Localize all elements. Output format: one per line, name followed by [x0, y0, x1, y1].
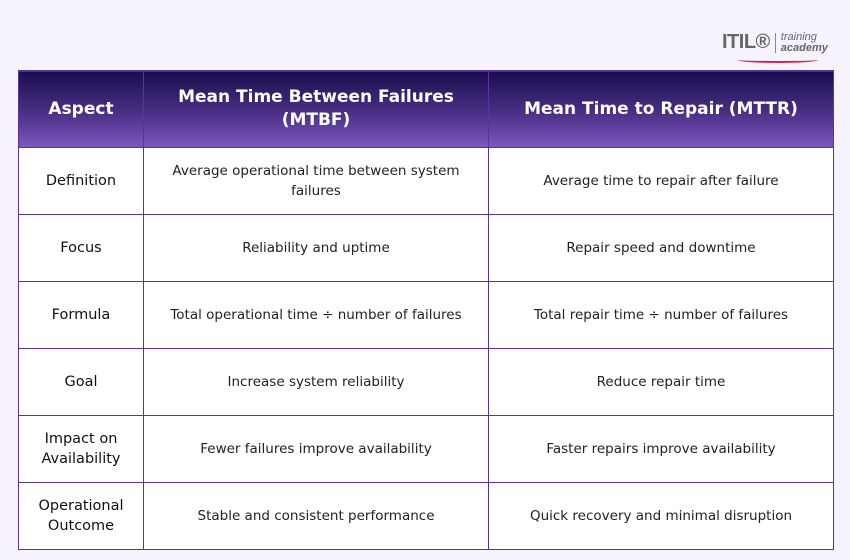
logo-line1: training — [780, 30, 817, 43]
table-row: Goal Increase system reliability Reduce re… — [18, 348, 834, 416]
logo-divider — [774, 32, 776, 53]
mttr-cell: Average time to repair after failure — [488, 147, 834, 215]
table-row: Focus Reliability and uptime Repair speed … — [18, 214, 834, 282]
aspect-cell: Goal — [18, 348, 144, 416]
mttr-cell: Total repair time ÷ number of failures — [488, 281, 834, 349]
table-header-row: Aspect Mean Time Between Failures (MTBF)… — [18, 70, 834, 148]
itil-logo: ITIL® training academy — [722, 31, 828, 54]
header-mttr: Mean Time to Repair (MTTR) — [488, 70, 834, 148]
logo-swoosh — [738, 57, 818, 63]
aspect-cell: Definition — [18, 147, 144, 215]
aspect-cell: Operational Outcome — [18, 482, 144, 550]
comparison-table: Aspect Mean Time Between Failures (MTBF)… — [18, 70, 834, 550]
mttr-cell: Reduce repair time — [488, 348, 834, 416]
mtbf-cell: Reliability and uptime — [143, 214, 489, 282]
aspect-cell: Formula — [18, 281, 144, 349]
aspect-cell: Focus — [18, 214, 144, 282]
logo-line2: academy — [780, 41, 828, 54]
logo-brand: ITIL® — [722, 31, 770, 53]
mttr-cell: Quick recovery and minimal disruption — [488, 482, 834, 550]
header-aspect: Aspect — [18, 70, 144, 148]
mtbf-cell: Stable and consistent performance — [143, 482, 489, 550]
mttr-cell: Faster repairs improve availability — [488, 415, 834, 483]
table-row: Impact on Availability Fewer failures imp… — [18, 415, 834, 483]
mtbf-cell: Fewer failures improve availability — [143, 415, 489, 483]
mttr-cell: Repair speed and downtime — [488, 214, 834, 282]
table-row: Formula Total operational time ÷ number o… — [18, 281, 834, 349]
mtbf-cell: Increase system reliability — [143, 348, 489, 416]
logo-tagline: training academy — [780, 30, 828, 54]
header-mtbf: Mean Time Between Failures (MTBF) — [143, 70, 489, 148]
mtbf-cell: Total operational time ÷ number of failu… — [143, 281, 489, 349]
mtbf-cell: Average operational time between system … — [143, 147, 489, 215]
table-row: Operational Outcome Stable and consistent… — [18, 482, 834, 550]
table-row: Definition Average operational time betwe… — [18, 147, 834, 215]
aspect-cell: Impact on Availability — [18, 415, 144, 483]
